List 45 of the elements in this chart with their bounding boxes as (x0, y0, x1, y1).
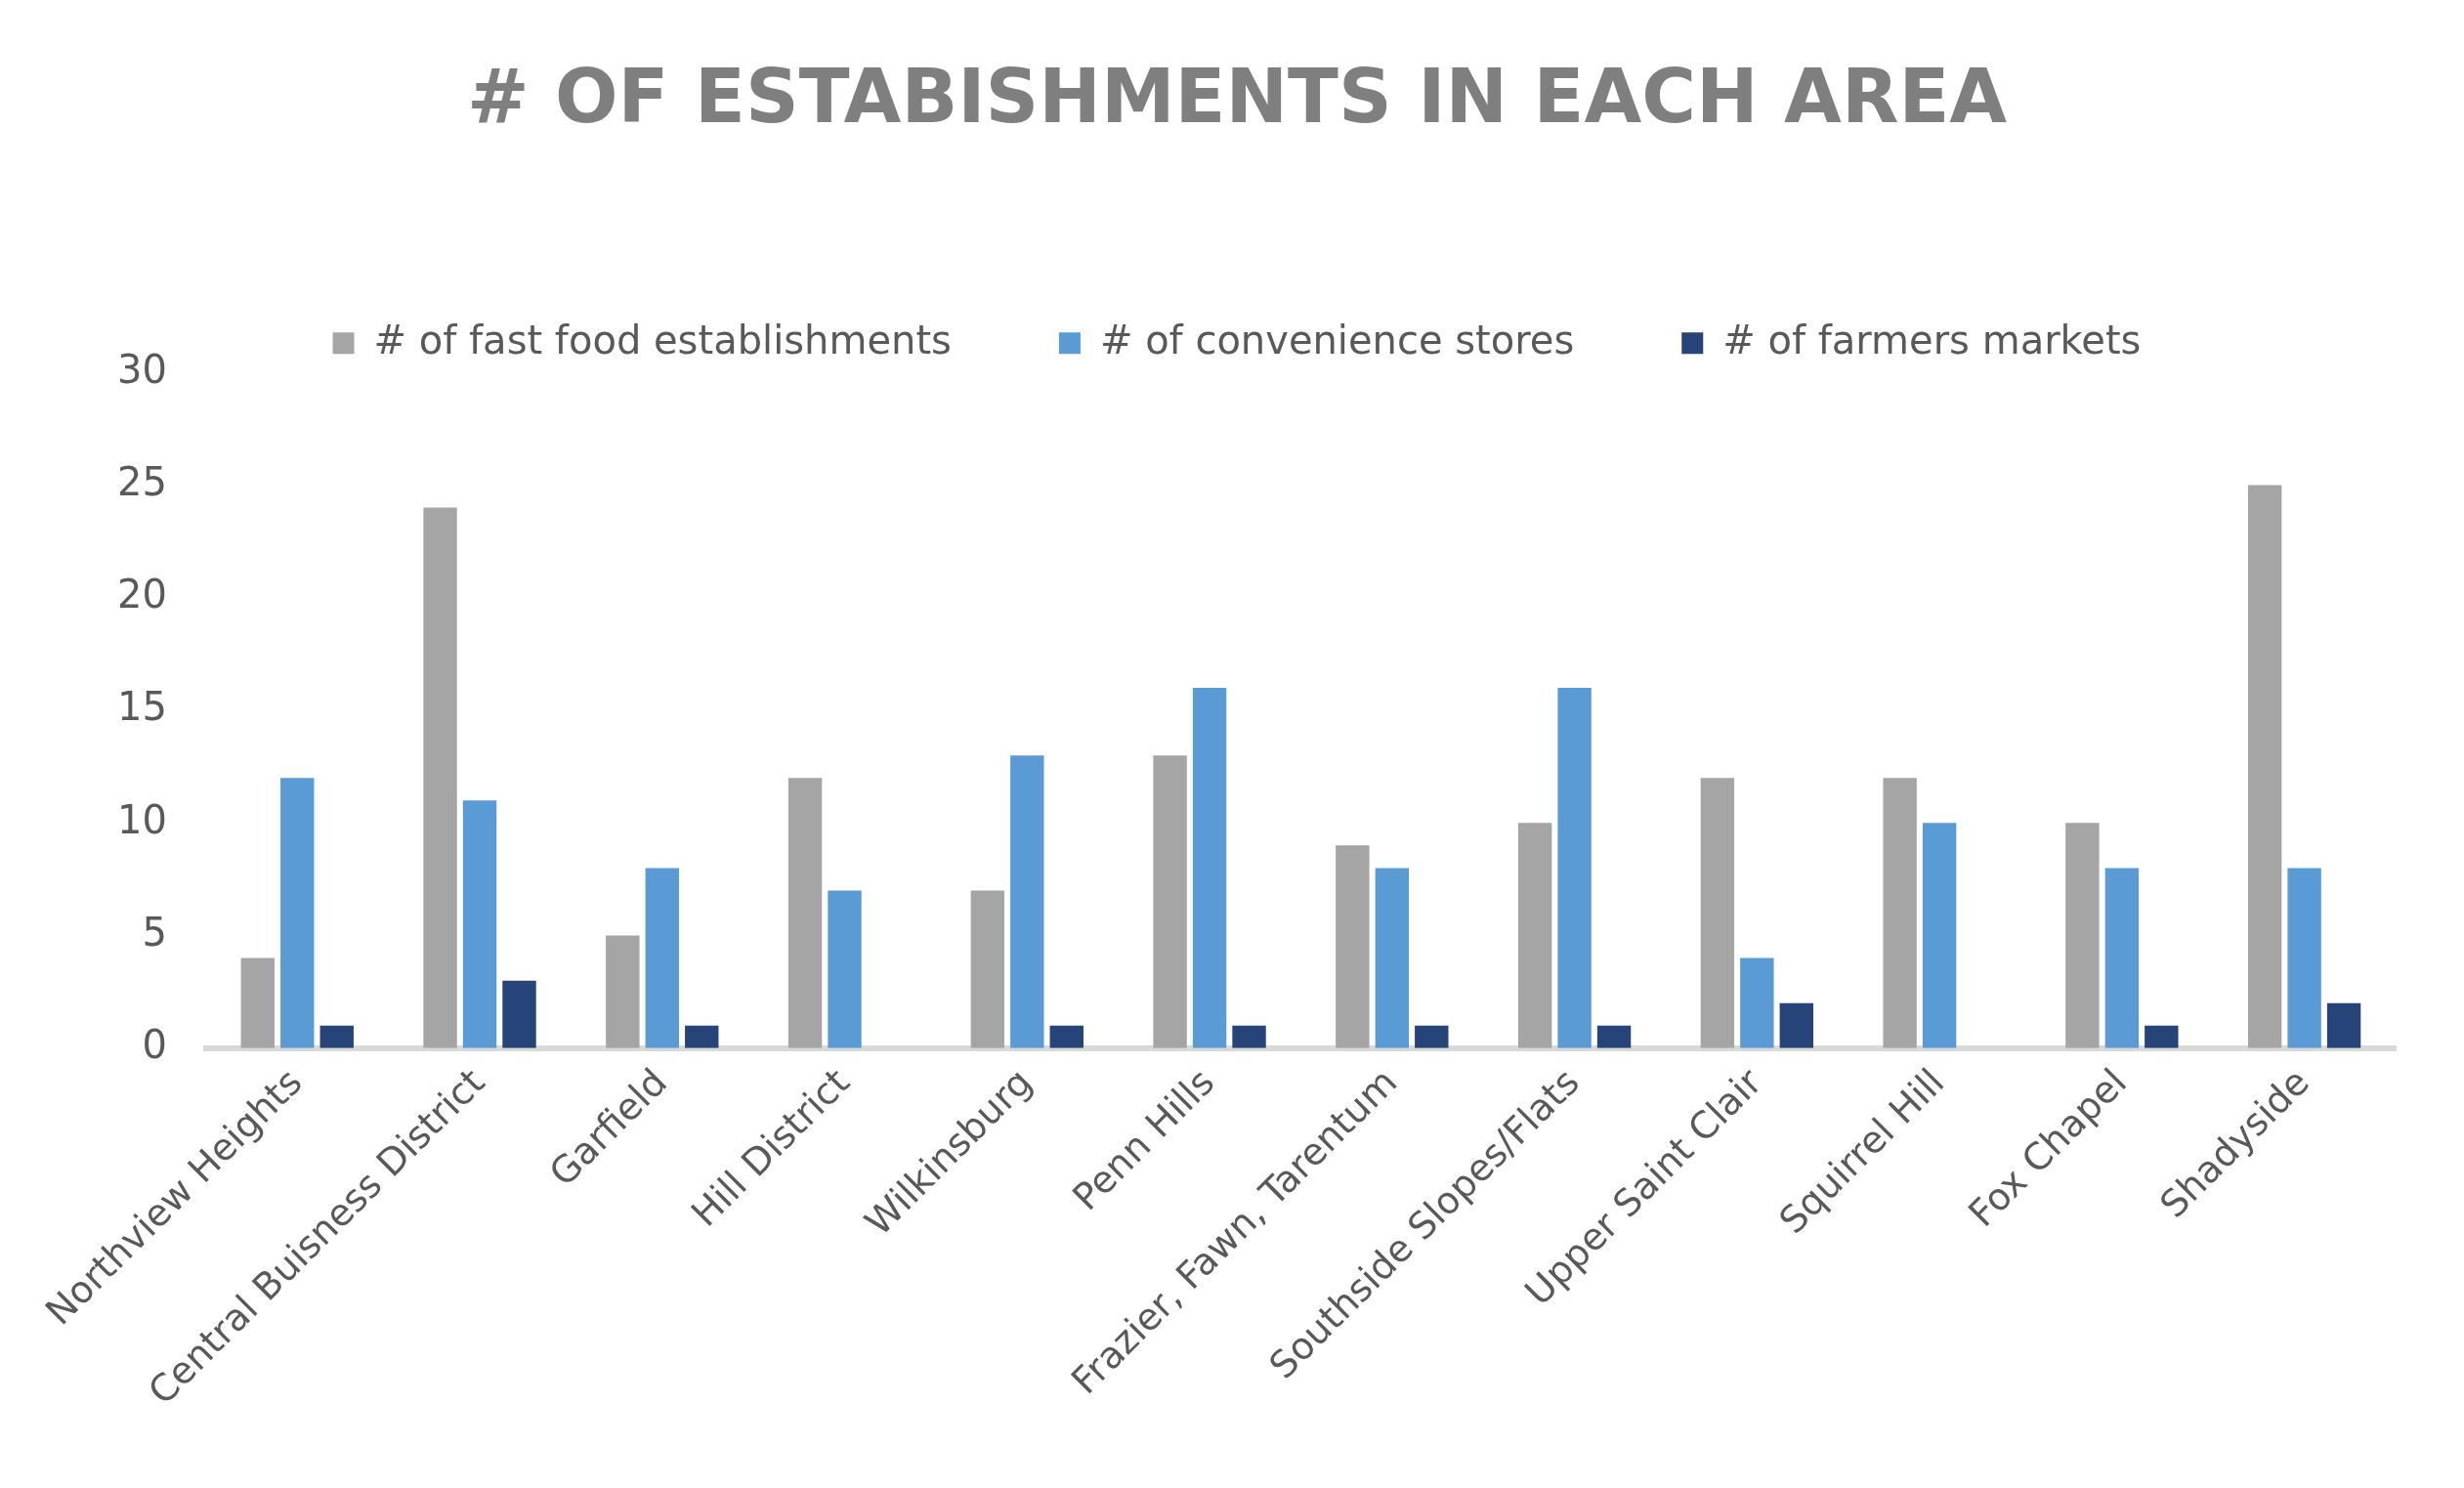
bar (2065, 823, 2100, 1048)
y-tick-label: 20 (116, 572, 167, 617)
bar (1415, 1025, 1449, 1048)
bar (1192, 687, 1227, 1048)
bar (240, 957, 276, 1048)
bar (787, 778, 823, 1048)
bar (1153, 755, 1187, 1048)
bar (319, 1025, 354, 1048)
bar (828, 890, 862, 1048)
y-tick-label: 0 (142, 1022, 167, 1068)
bar (645, 868, 679, 1048)
y-tick-label: 25 (116, 458, 167, 504)
bar (1883, 778, 1917, 1048)
bar (2287, 868, 2321, 1048)
bar (1049, 1025, 1083, 1048)
bar (2145, 1025, 2179, 1048)
legend-label: # of farmers markets (1722, 317, 2142, 362)
bar (502, 980, 536, 1048)
bar (1375, 868, 1410, 1048)
bar (1596, 1025, 1632, 1048)
legend-label: # of fast food establishments (373, 317, 952, 362)
bar (606, 935, 640, 1048)
bar (2247, 485, 2282, 1048)
y-tick-label: 30 (116, 346, 167, 392)
bar (1010, 755, 1044, 1048)
bar (970, 890, 1005, 1048)
bar (1779, 1002, 1814, 1048)
bar (462, 800, 497, 1048)
bar (2104, 868, 2140, 1048)
bar (1336, 845, 1370, 1048)
bar (685, 1025, 719, 1048)
bar (2326, 1002, 2361, 1048)
legend-label: # of convenience stores (1099, 317, 1575, 362)
bar (280, 778, 315, 1048)
bar (1700, 778, 1735, 1048)
bar (1232, 1025, 1266, 1048)
bar (1517, 823, 1552, 1048)
y-tick-label: 5 (142, 909, 167, 955)
chart-title: # OF ESTABISHMENTS IN EACH AREA (466, 53, 2008, 141)
bar (1922, 823, 1957, 1048)
y-tick-label: 10 (116, 796, 167, 842)
bar (1740, 957, 1774, 1048)
y-tick-label: 15 (116, 684, 167, 730)
bar (1557, 687, 1592, 1048)
bar (423, 507, 457, 1048)
